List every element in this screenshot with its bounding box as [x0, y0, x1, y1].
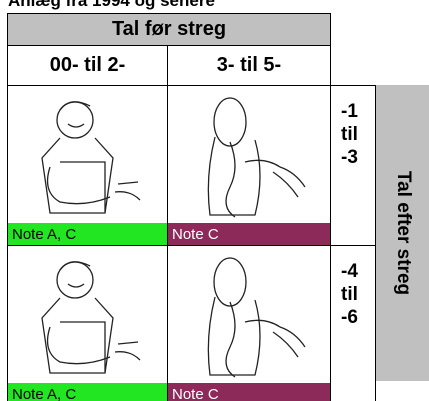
row-label-line: til [341, 124, 358, 145]
note: Note A, C [8, 223, 167, 245]
note: Note C [168, 383, 330, 401]
row-label-line: -3 [341, 147, 358, 168]
column-header: 3- til 5- [167, 45, 331, 86]
figure-smiling [41, 261, 141, 374]
row-label-line: -4 [341, 261, 358, 282]
side-header-cell: Tal efter streg [375, 85, 429, 381]
row-label: -4 til -6 [330, 245, 376, 401]
figure-hooded [207, 257, 306, 378]
row-label-line: -6 [341, 307, 358, 328]
row-label: -1 til -3 [330, 85, 376, 246]
figure-hooded [207, 97, 306, 218]
note: Note A, C [8, 383, 167, 401]
table-header: Tal før streg [7, 13, 331, 46]
side-header: Tal efter streg [392, 170, 414, 296]
figure-smiling [41, 101, 141, 214]
row-label-line: til [341, 284, 358, 305]
page-title: Anlæg fra 1994 og senere [8, 0, 215, 10]
note: Note C [168, 223, 330, 245]
column-header: 00- til 2- [7, 45, 168, 86]
row-label-line: -1 [341, 101, 358, 122]
